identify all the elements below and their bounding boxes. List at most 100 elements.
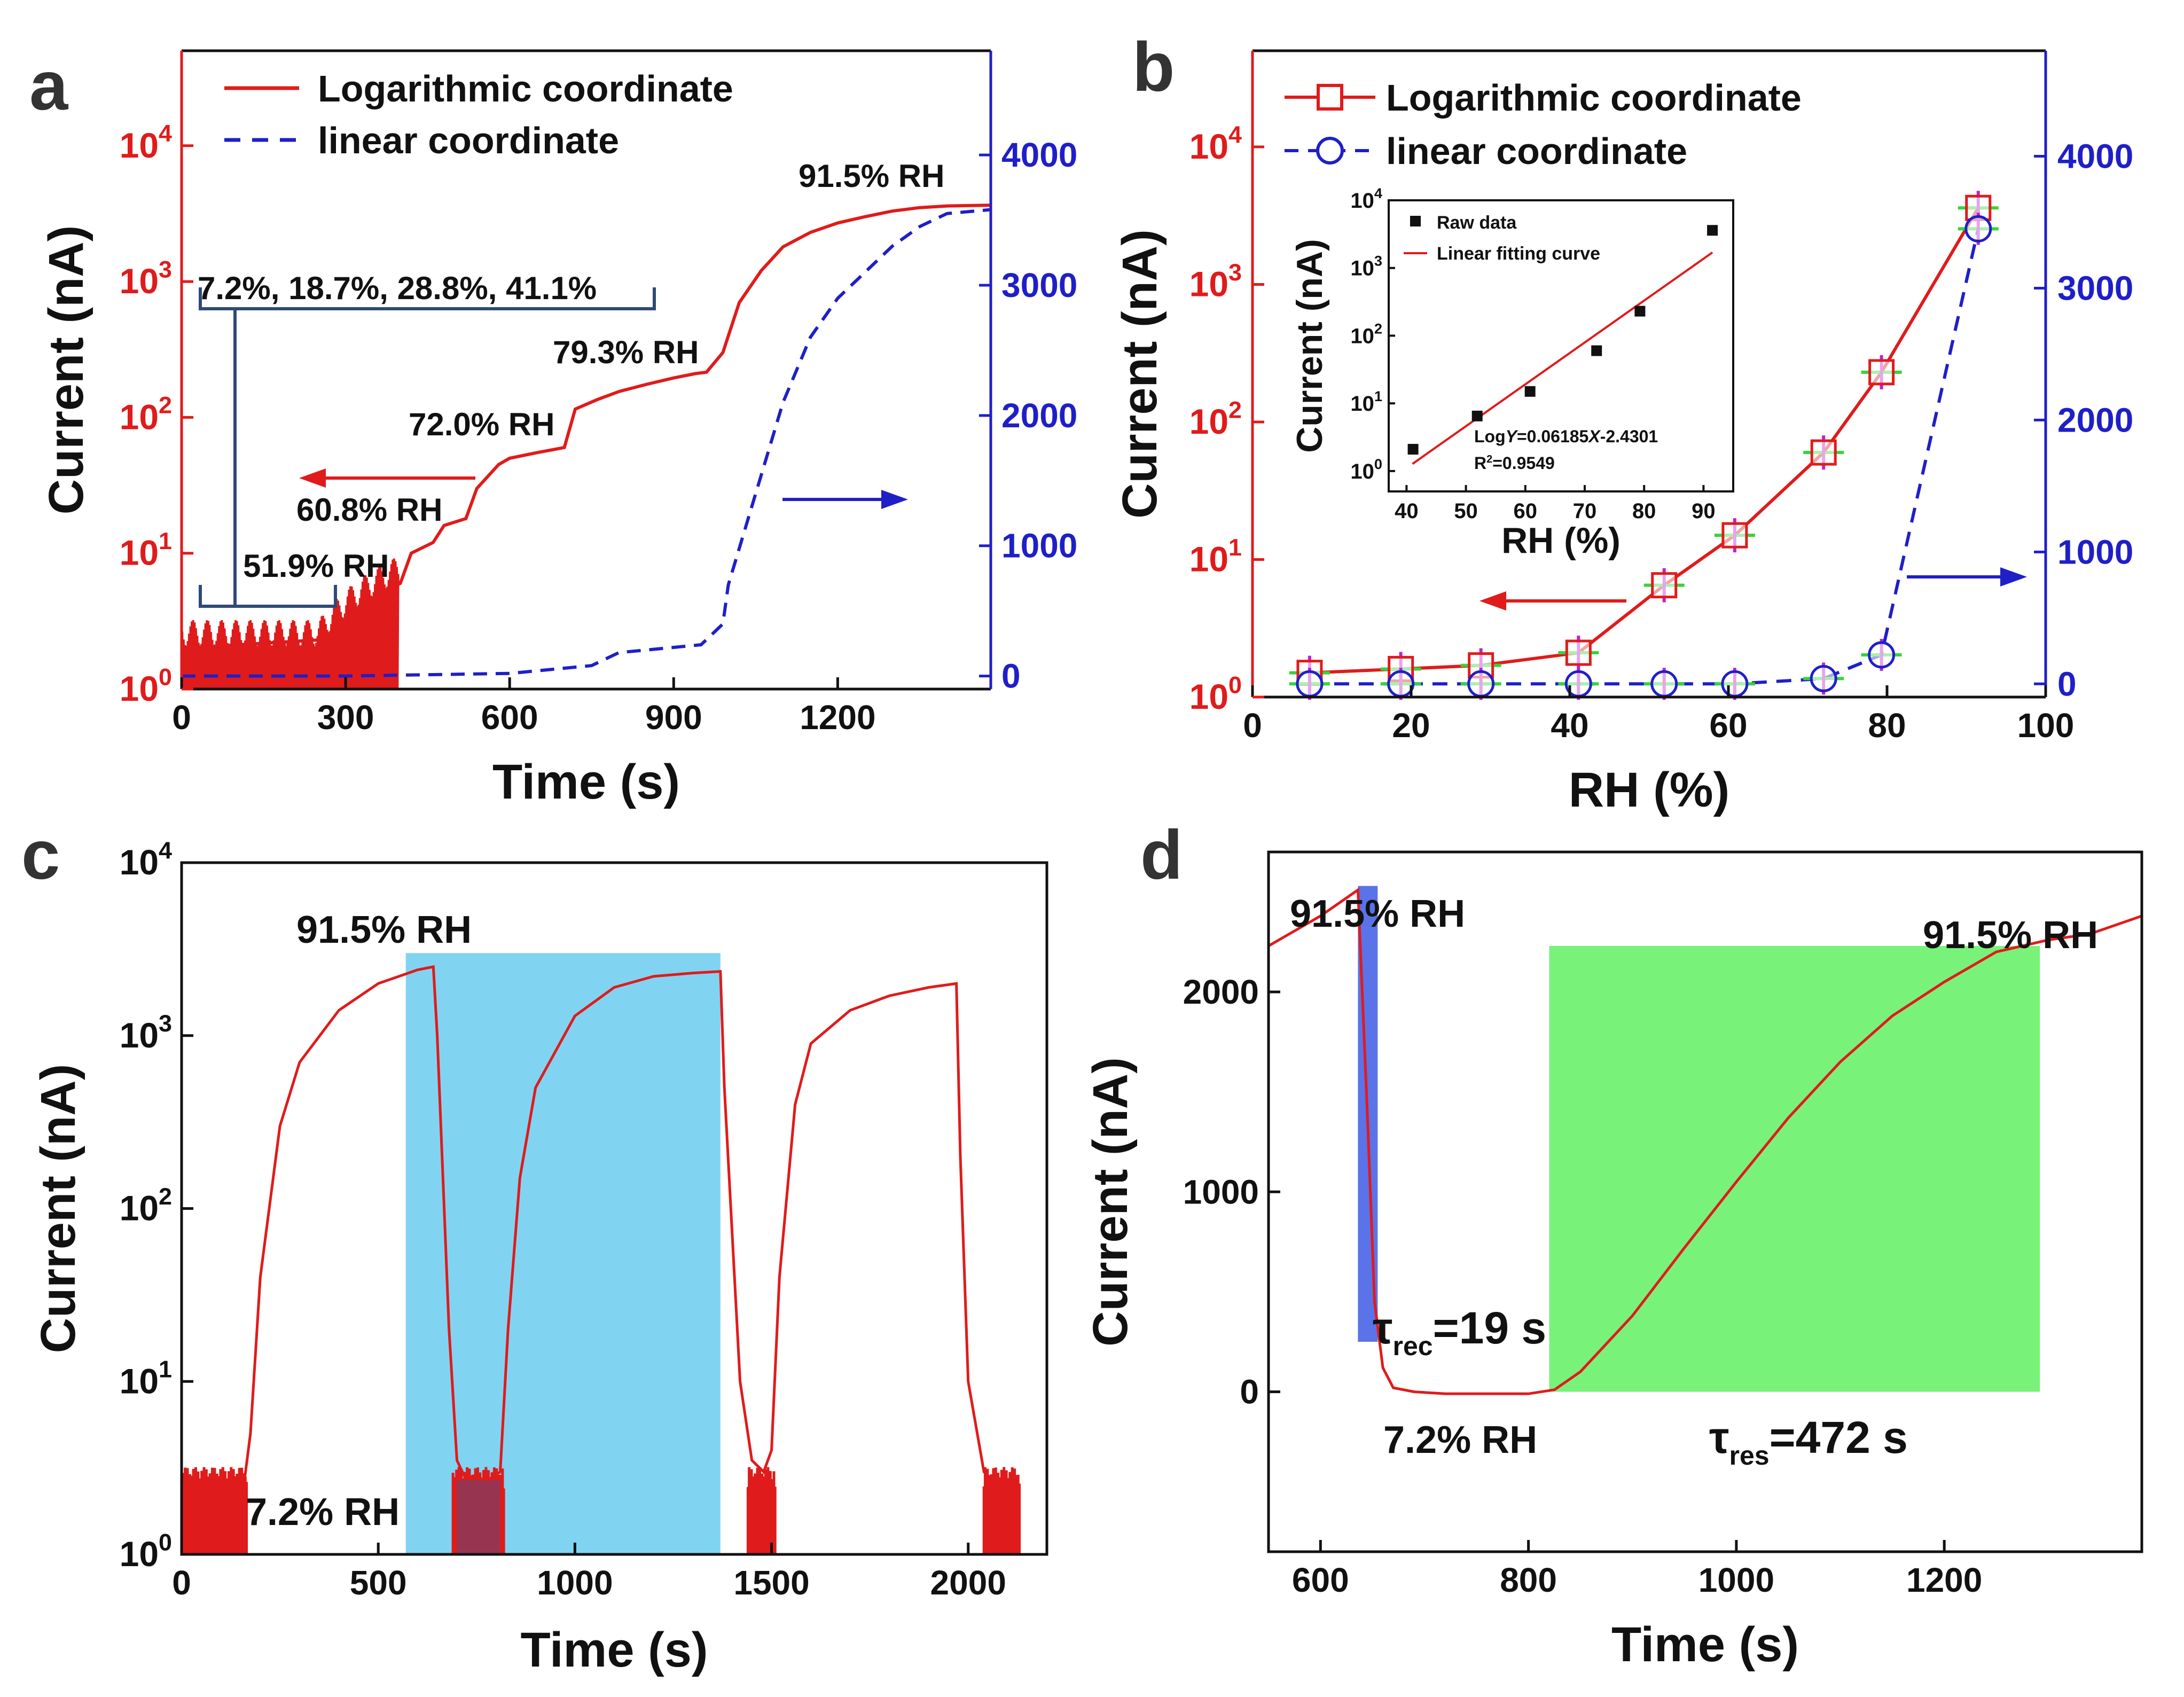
inset-raw-point (1634, 306, 1646, 317)
panel-d-x-tick-label: 600 (1292, 1561, 1349, 1599)
panel-a-x-tick-label: 1200 (800, 698, 875, 737)
panel-d-x-tick-label: 800 (1500, 1561, 1557, 1599)
panel-b-legend-log: Logarithmic coordinate (1386, 77, 1802, 119)
panel-a-annot-60: 60.8% RH (296, 492, 442, 528)
panel-b-linear-point (1721, 670, 1749, 698)
panel-c-series-current (182, 965, 1020, 1481)
panel-b-log-point (1721, 522, 1748, 549)
panel-b-linear-point (1810, 664, 1837, 692)
panel-c-y-tick-label: 102 (120, 1183, 172, 1228)
panel-a-x-tick-label: 300 (317, 698, 374, 737)
panel-a-arrow-right-head (881, 490, 908, 509)
panel-c-letter: c (21, 816, 60, 894)
panel-b-y-tick-label: 101 (1189, 534, 1242, 579)
panel-b-y-tick-label: 104 (1189, 121, 1242, 166)
panel-d-annot-91-left: 91.5% RH (1290, 893, 1465, 935)
panel-d-tau-res: τres=472 s (1709, 1412, 1908, 1471)
panel-c-x-tick-label: 0 (172, 1563, 191, 1602)
panel-a-bracket (199, 287, 656, 608)
panel-b-inset: 40 50 60 70 80 90 100 101 102 103 104 RH (%) Current… (1289, 185, 1734, 561)
panel-a: a 0 300 600 900 1200 100 101 102 103 104 0 1000 2000… (29, 46, 1077, 809)
inset-raw-point (1591, 345, 1602, 356)
panel-c-annot-7: 7.2% RH (246, 1491, 400, 1534)
panel-d-tau-rec: τrec=19 s (1373, 1303, 1546, 1361)
panel-b-linear-point (1296, 670, 1324, 698)
panel-a-y2-tick-label: 1000 (1001, 527, 1077, 565)
panel-c-x-tick-label: 500 (350, 1563, 407, 1602)
inset-raw-point (1407, 444, 1419, 455)
panel-a-x-tick-label: 600 (481, 698, 538, 737)
inset-x-tick-label: 70 (1573, 499, 1597, 523)
panel-a-plot-area: 0 300 600 900 1200 100 101 102 103 104 0 1000 2000 30… (39, 49, 1077, 809)
panel-a-annot-91: 91.5% RH (799, 158, 944, 194)
inset-y-tick-label: 101 (1350, 388, 1382, 416)
panel-d-annot-7: 7.2% RH (1383, 1419, 1537, 1461)
inset-x-tick-label: 90 (1692, 499, 1716, 523)
panel-d-y-tick-label: 1000 (1183, 1172, 1259, 1211)
panel-d-y-tick-label: 2000 (1183, 973, 1259, 1011)
panel-a-series-linear (182, 208, 991, 678)
panel-a-annot-51: 51.9% RH (243, 548, 389, 584)
panel-c: c 0 500 1000 1500 2000 100 101 102 103 104 Time (s… (21, 816, 1048, 1677)
panel-a-y-tick-label: 101 (120, 527, 172, 573)
panel-a-y-tick-label: 103 (120, 255, 172, 301)
panel-b: b 0 20 40 60 80 100 100 101 102 103 104 0 1000 2000 30… (1113, 28, 2133, 817)
panel-b-linear-point (1387, 670, 1415, 698)
panel-b-x-tick-label: 0 (1243, 706, 1262, 745)
panel-a-legend-log: Logarithmic coordinate (318, 68, 733, 110)
panel-c-y-tick-label: 103 (120, 1010, 172, 1055)
panel-b-x-tick-label: 80 (1868, 706, 1906, 745)
panel-b-x-tick-label: 60 (1709, 706, 1747, 745)
panel-b-log-point (1810, 439, 1837, 466)
panel-d-x-label: Time (s) (1611, 1617, 1799, 1672)
panel-b-plot-area: 0 20 40 60 80 100 100 101 102 103 104 0 1000 2000 3000… (1113, 49, 2133, 817)
panel-b-arrow-left-head (1480, 591, 1506, 611)
inset-frame (1388, 199, 1734, 492)
panel-c-x-tick-label: 1000 (537, 1563, 613, 1602)
panel-a-y-tick-label: 104 (120, 120, 172, 165)
panel-b-linear-point (1650, 670, 1678, 698)
panel-c-annot-91: 91.5% RH (296, 909, 472, 951)
inset-x-tick-label: 50 (1454, 499, 1478, 523)
panel-a-y2-tick-label: 0 (1001, 657, 1021, 695)
panel-a-arrow-left-head (299, 468, 326, 488)
panel-c-plot-area: 0 500 1000 1500 2000 100 101 102 103 104 Time (s) C… (31, 836, 1048, 1677)
panel-a-noise-region (181, 558, 400, 690)
panel-c-y-tick-label: 101 (120, 1356, 172, 1401)
panel-b-y2-tick-label: 0 (2057, 664, 2077, 703)
inset-x-tick-label: 60 (1514, 499, 1538, 523)
panel-c-x-tick-label: 2000 (930, 1563, 1006, 1602)
panel-b-x-tick-label: 20 (1392, 706, 1430, 745)
panel-b-legend-linear-marker (1316, 137, 1344, 165)
panel-a-annot-79: 79.3% RH (553, 334, 699, 370)
inset-legend-raw: Raw data (1437, 213, 1517, 233)
inset-x-tick-label: 40 (1395, 499, 1419, 523)
panel-c-x-tick-label: 1500 (733, 1563, 809, 1602)
panel-b-y-tick-label: 103 (1189, 259, 1242, 304)
inset-y-tick-label: 104 (1350, 185, 1382, 213)
panel-b-log-point (1651, 572, 1678, 599)
panel-c-y-tick-label: 104 (120, 836, 172, 882)
panel-a-x-tick-label: 0 (172, 698, 191, 737)
panel-b-legend-linear: linear coordinate (1386, 130, 1687, 172)
panel-a-letter: a (29, 46, 69, 124)
panel-a-x-label: Time (s) (492, 755, 680, 809)
inset-legend-fit: Linear fitting curve (1437, 244, 1600, 264)
panel-b-y-label: Current (nA) (1113, 229, 1167, 519)
inset-equation: LogY=0.06185X-2.4301 (1474, 427, 1658, 446)
panel-b-linear-point (1868, 641, 1896, 669)
panel-d-x-tick-label: 1000 (1698, 1561, 1774, 1599)
panel-a-x-tick-label: 900 (645, 698, 702, 737)
panel-b-x-label: RH (%) (1569, 763, 1730, 817)
panel-a-series-log (181, 204, 991, 650)
inset-y-tick-label: 103 (1350, 253, 1382, 280)
panel-d-frame (1267, 850, 2143, 1553)
panel-b-y2-tick-label: 3000 (2057, 269, 2133, 307)
panel-d-plot-area: 600 800 1000 1200 0 1000 2000 Time (s) Current (… (1083, 850, 2143, 1672)
panel-d-y-tick-label: 0 (1240, 1373, 1259, 1411)
panel-b-linear-point (1467, 670, 1495, 698)
panel-c-overlap-region (457, 1480, 500, 1554)
panel-b-y2-tick-label: 4000 (2057, 137, 2133, 176)
panel-a-annot-72: 72.0% RH (409, 406, 554, 442)
panel-d-y-label: Current (nA) (1083, 1057, 1138, 1347)
